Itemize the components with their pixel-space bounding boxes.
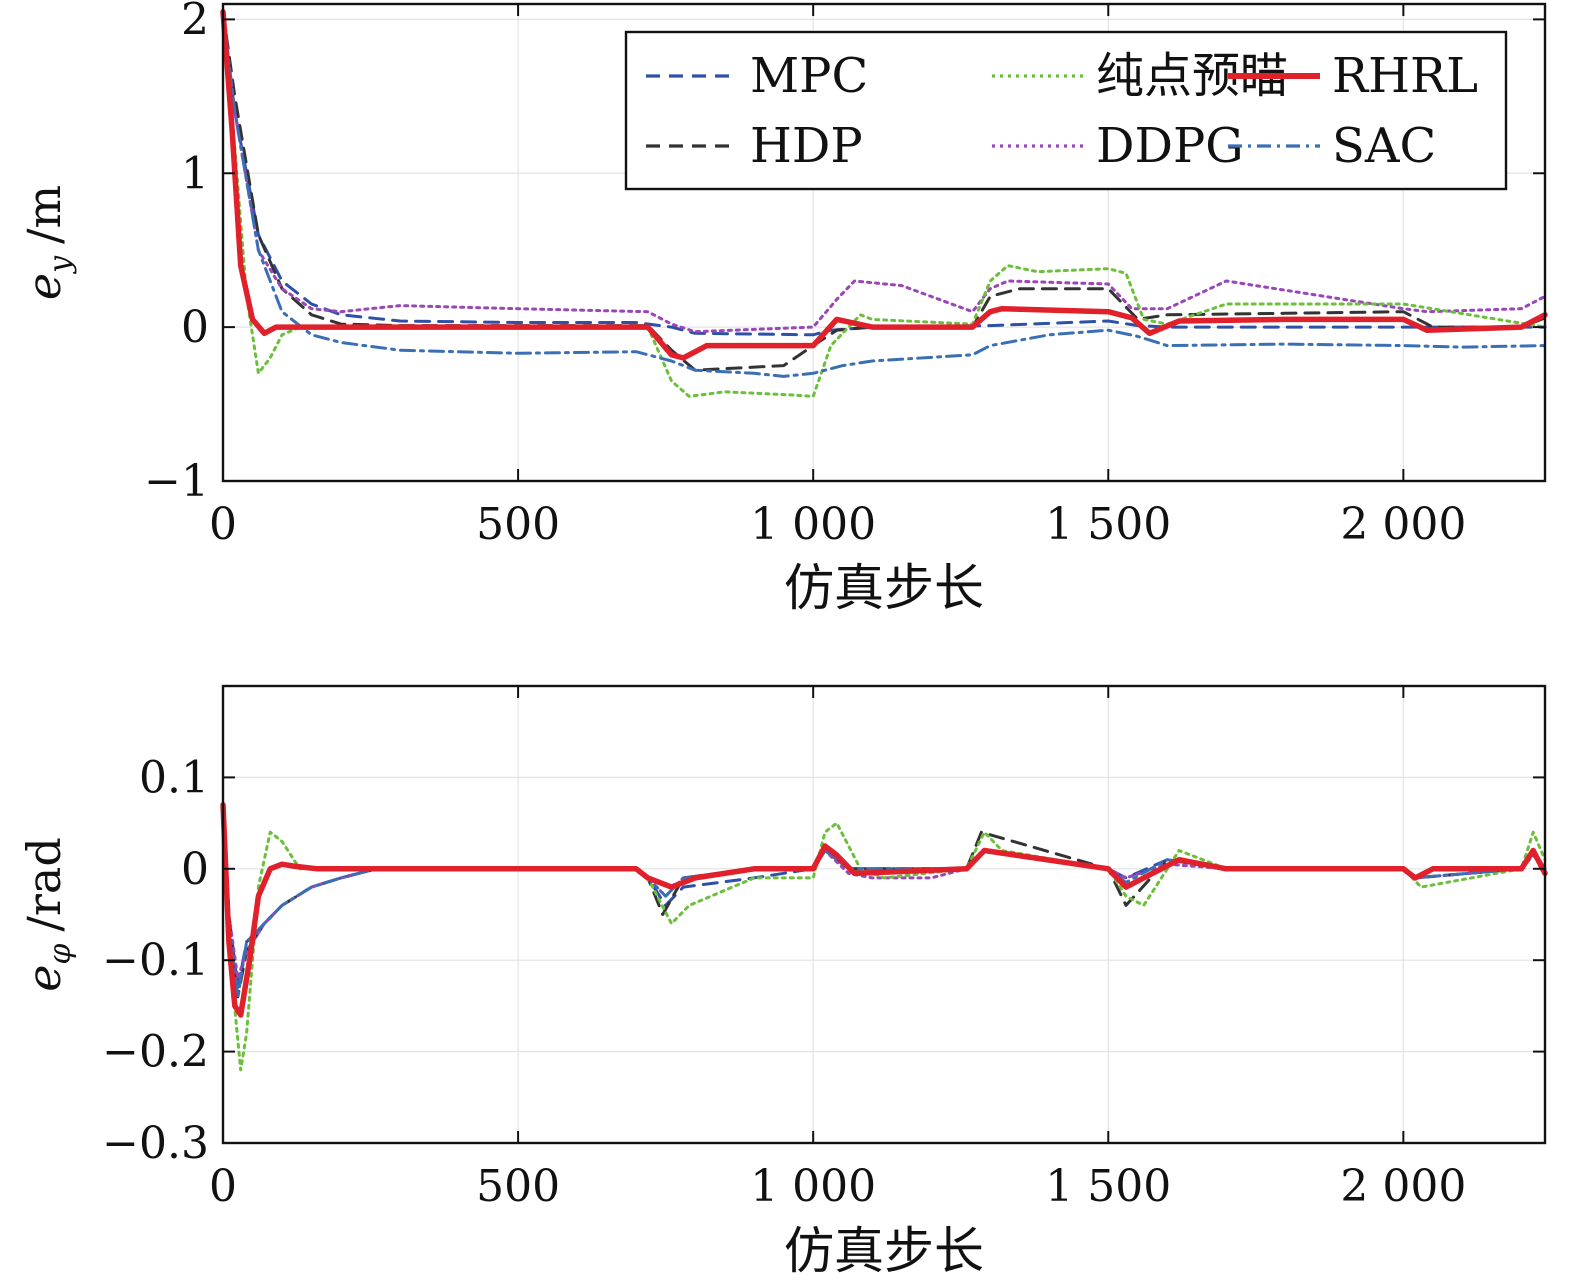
ey-series-hdp [221, 10, 1547, 372]
ephi-y-axis-subscript: φ [43, 944, 78, 965]
ephi-lines [220, 802, 1548, 1072]
ephi-plot-frame [221, 684, 1547, 1145]
ephi-x-tick-label: 2 000 [1340, 1161, 1466, 1212]
ephi-ticks: 0 500 1 000 1 500 2 000 −0.3 −0.2 −0.1 0 0.1 [102, 686, 1545, 1212]
ephi-y-axis-label: eφ/rad [17, 837, 78, 992]
ey-y-tick-label: 0 [181, 302, 209, 353]
ey-y-axis-var: e [17, 273, 71, 300]
ey-series-sac [221, 10, 1547, 378]
ey-x-tick-label: 1 000 [750, 499, 876, 550]
ephi-y-axis-unit: /rad [17, 837, 71, 931]
ephi-series-ddpg [221, 803, 1547, 980]
ey-y-tick-label: 2 [181, 0, 209, 45]
ey-x-axis-label: 仿真步长 [784, 559, 984, 617]
ephi-x-tick-label: 0 [209, 1161, 237, 1212]
ey-x-tick-label: 500 [476, 499, 560, 550]
ephi-chart: 0 500 1 000 1 500 2 000 −0.3 −0.2 −0.1 0 0.1 仿真步长… [17, 684, 1548, 1280]
ephi-y-axis-var: e [17, 965, 71, 992]
legend-box [624, 30, 1508, 191]
ey-series-ddpg [221, 17, 1547, 334]
legend-label-mpc: MPC [750, 48, 868, 104]
ey-y-tick-label: 1 [181, 148, 209, 199]
ephi-series-sac [221, 803, 1547, 999]
ey-y-tick-label: −1 [144, 456, 209, 507]
ey-plot-frame [221, 2, 1547, 483]
ey-y-axis-unit: /m [17, 185, 71, 244]
ephi-series-hdp [221, 803, 1547, 999]
legend-label-rhrl: RHRL [1332, 48, 1478, 104]
ephi-y-tick-label: −0.2 [102, 1027, 209, 1078]
ey-y-axis-subscript: y [43, 255, 78, 275]
ey-series-pure-pursuit [221, 17, 1547, 398]
ephi-y-tick-label: −0.3 [102, 1118, 209, 1169]
ephi-y-tick-label: −0.1 [102, 935, 209, 986]
ephi-series-rhrl [220, 802, 1548, 1018]
ey-lines [220, 8, 1548, 398]
ey-x-tick-label: 0 [209, 499, 237, 550]
ephi-y-tick-label: 0 [181, 844, 209, 895]
legend-label-hdp: HDP [750, 118, 863, 174]
ey-series-rhrl [220, 8, 1548, 361]
legend-label-sac: SAC [1332, 118, 1436, 174]
ephi-x-axis-label: 仿真步长 [784, 1222, 984, 1280]
ephi-y-tick-label: 0.1 [139, 752, 209, 803]
ephi-x-tick-label: 500 [476, 1161, 560, 1212]
ephi-x-tick-label: 1 500 [1045, 1161, 1171, 1212]
ey-x-tick-label: 2 000 [1340, 499, 1466, 550]
ephi-grid [222, 686, 1545, 1144]
ephi-series-pure-pursuit [221, 803, 1547, 1072]
ey-y-axis-label: ey/m [17, 185, 78, 300]
ephi-x-tick-label: 1 000 [750, 1161, 876, 1212]
ey-x-tick-label: 1 500 [1045, 499, 1171, 550]
legend-label-ddpg: DDPG [1096, 118, 1244, 174]
ey-series-mpc [221, 17, 1547, 337]
